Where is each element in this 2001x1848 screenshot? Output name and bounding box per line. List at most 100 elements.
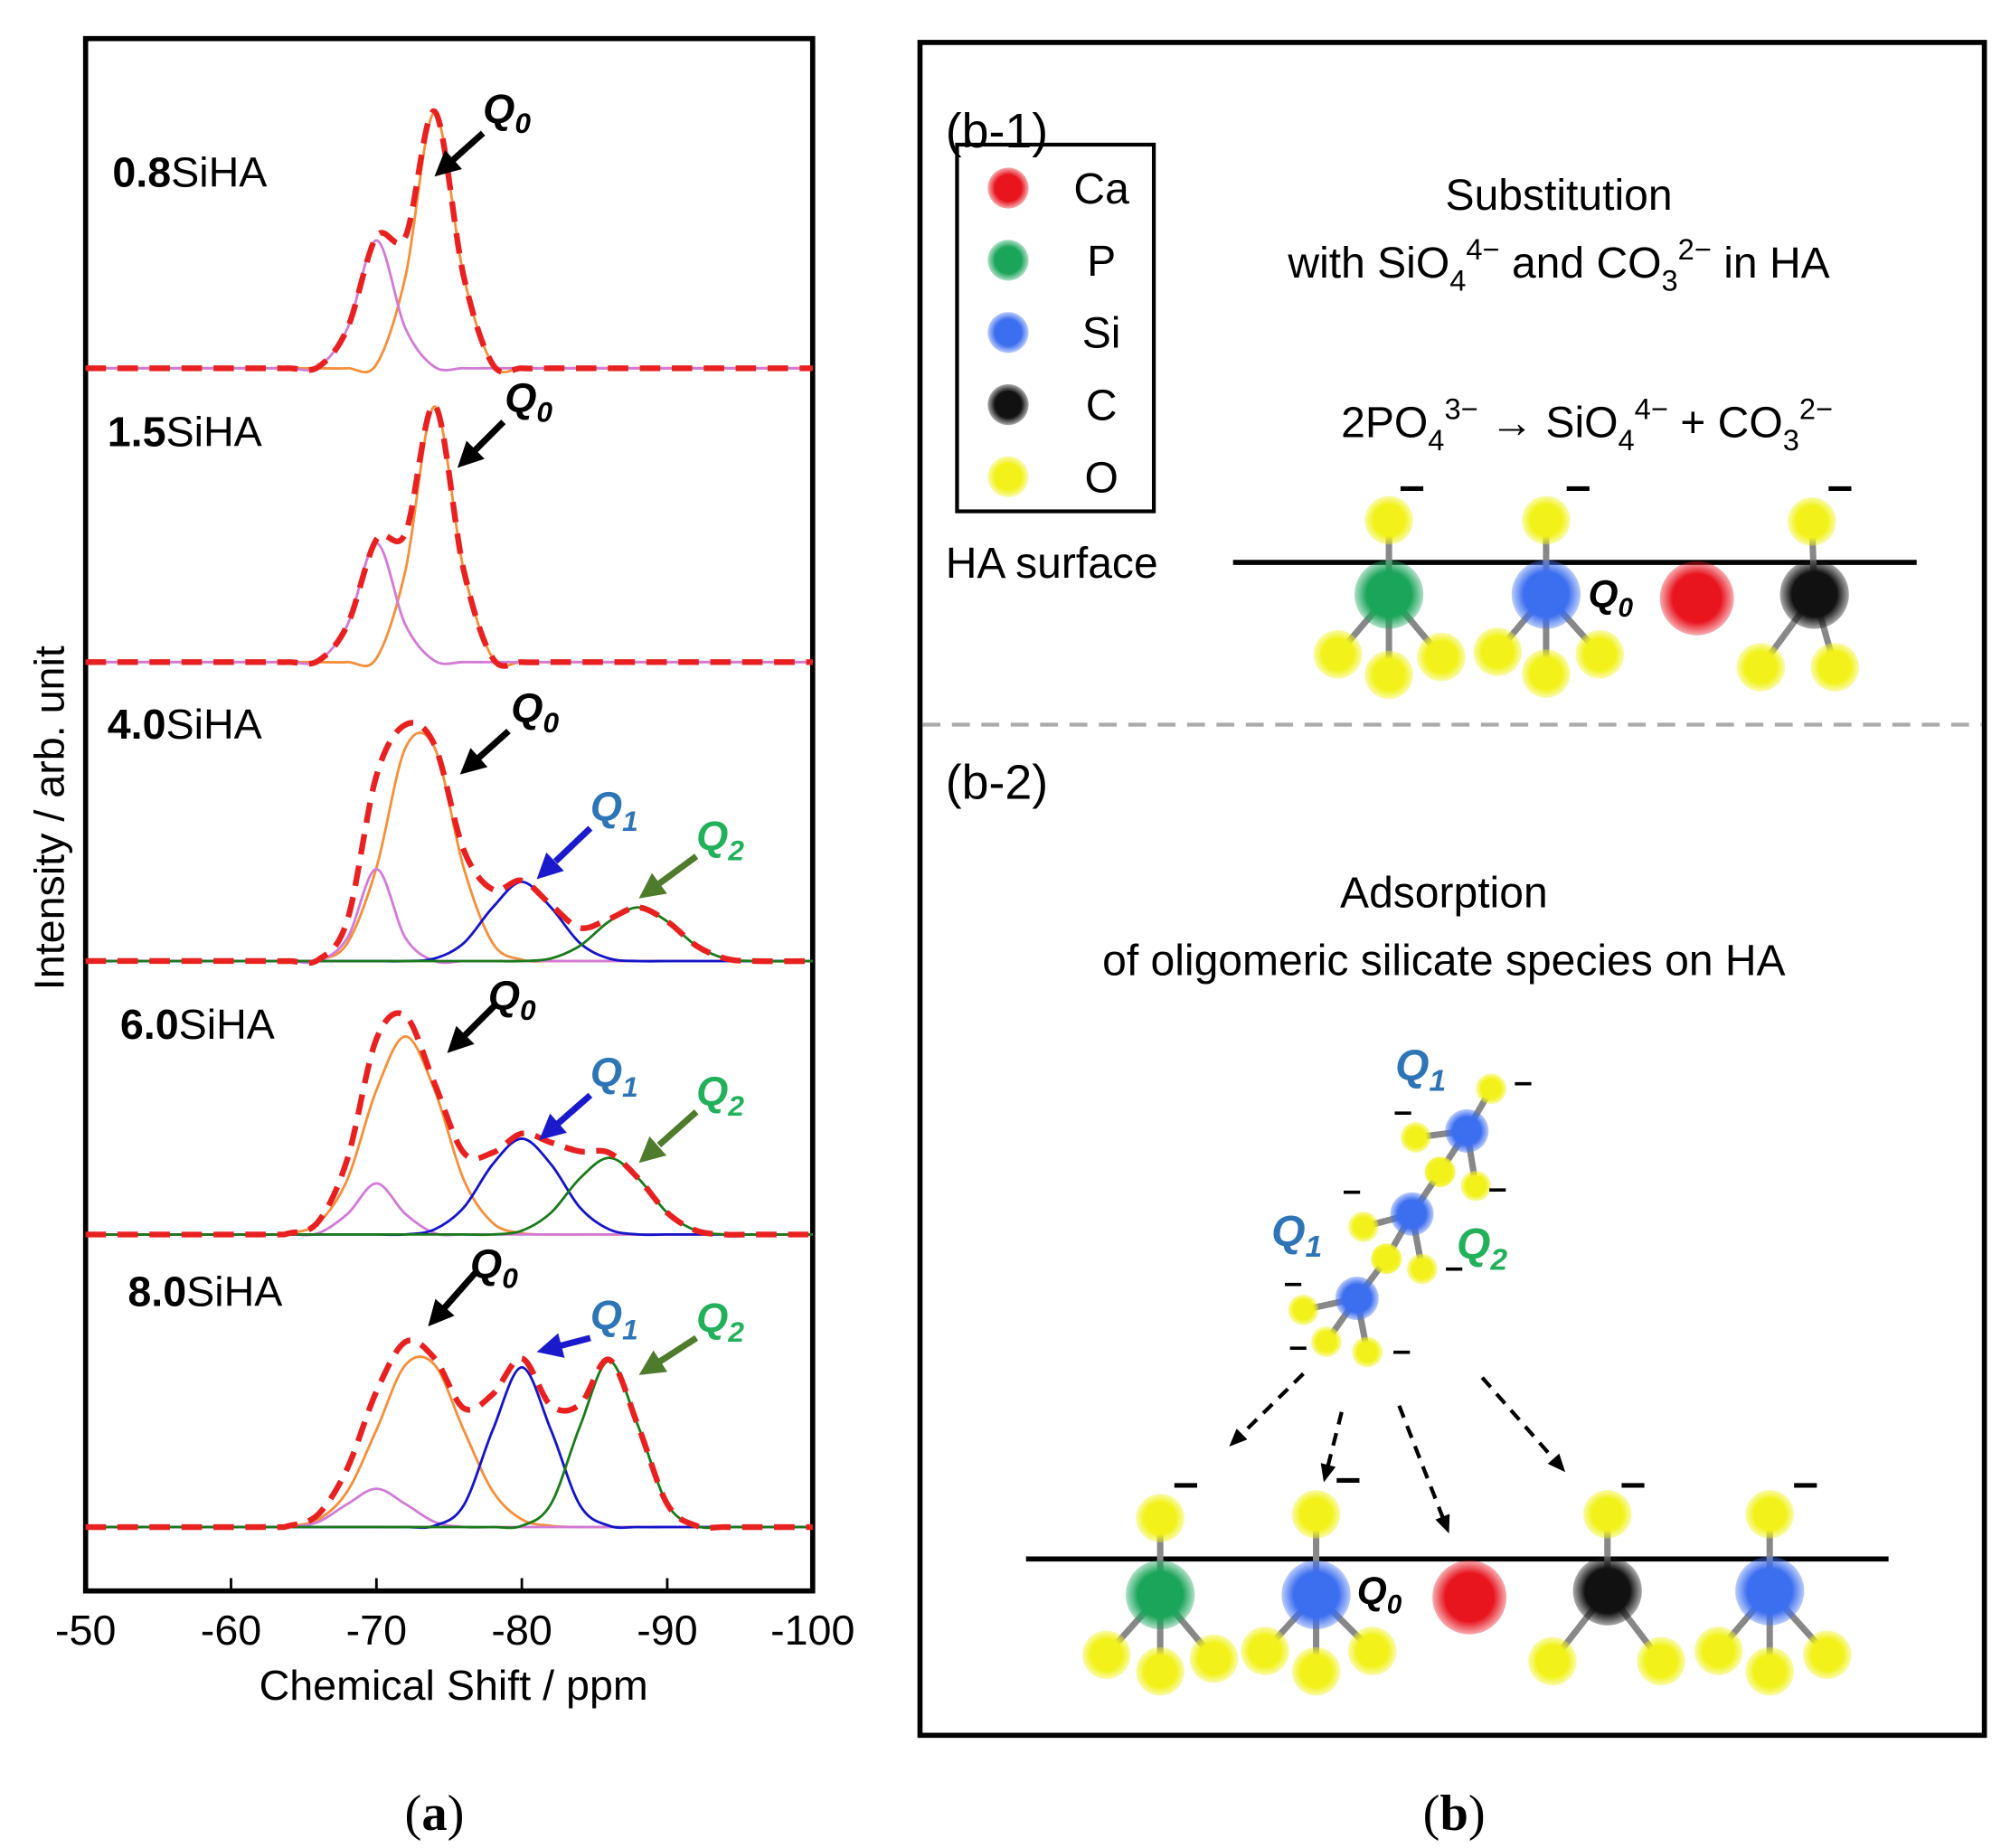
script-text: 3−: [1444, 391, 1477, 425]
dashed-arrow: [1480, 1376, 1561, 1466]
charge-sign: –: [1514, 1063, 1532, 1100]
q-label: Q0: [1357, 1570, 1402, 1620]
q-subscript: 0: [1619, 593, 1634, 623]
script-text: 4−: [1635, 391, 1668, 425]
sample-label: 0.8SiHA: [112, 149, 267, 196]
annotation-arrowhead: [638, 1350, 667, 1375]
atom: [1736, 643, 1786, 692]
annotation-arrow: [656, 1334, 699, 1365]
annotation-arrowhead: [536, 852, 564, 880]
text-run: 2PO: [1341, 400, 1428, 448]
section-label: (b-1): [946, 104, 1048, 158]
sample-label: 4.0SiHA: [108, 701, 262, 748]
atom: [1352, 1336, 1383, 1368]
caption-part: b: [1439, 1786, 1468, 1842]
q-letter: Q: [590, 1049, 622, 1095]
atom: [1788, 497, 1836, 546]
q-label: Q2: [696, 813, 744, 866]
x-tick-label: -60: [201, 1607, 261, 1654]
annotation-arrow: [442, 1270, 478, 1310]
q-subscript: 2: [1489, 1243, 1507, 1277]
atom: [987, 167, 1029, 209]
q-letter: Q: [1357, 1570, 1387, 1613]
q-letter: Q: [505, 374, 536, 420]
charge-sign: –: [1793, 1457, 1818, 1508]
atom: [1406, 1253, 1438, 1285]
atom: [987, 456, 1029, 498]
annotation-arrow: [475, 728, 511, 762]
sample-name: SiHA: [179, 1001, 275, 1048]
x-tick-label: -100: [770, 1607, 854, 1654]
atom: [1528, 1636, 1577, 1686]
q-letter: Q: [696, 813, 728, 859]
caption-part: a: [421, 1786, 447, 1842]
charge-sign: –: [1284, 1263, 1302, 1300]
sample-name: SiHA: [166, 701, 262, 748]
charge-sign: –: [1399, 459, 1424, 511]
charge-sign: –: [1445, 1248, 1463, 1285]
atom: [1582, 1490, 1632, 1539]
atom: [1291, 1490, 1341, 1539]
rich-text: 2PO43− → SiO44− + CO32−: [1341, 391, 1833, 457]
x-tick-label: -90: [637, 1607, 697, 1654]
annotation-arrowhead: [539, 1113, 567, 1140]
q-subscript: 0: [520, 994, 536, 1026]
atom: [1460, 1170, 1492, 1202]
charge-sign: –: [1289, 1327, 1307, 1364]
x-tick-label: -80: [491, 1607, 552, 1654]
sample-ratio: 8.0: [127, 1268, 186, 1315]
q-subscript: 2: [727, 1089, 744, 1122]
panel-caption: (a): [405, 1786, 465, 1842]
sample-name: SiHA: [186, 1268, 282, 1315]
atom: [1745, 1646, 1795, 1696]
q-letter: Q: [590, 1292, 622, 1338]
atom: [1136, 1646, 1185, 1696]
charge-sign: –: [1343, 1172, 1361, 1209]
q-label: Q1: [1271, 1208, 1322, 1264]
charge-sign: –: [1565, 459, 1590, 511]
q-letter: Q: [470, 1240, 502, 1287]
atom: [1473, 627, 1523, 676]
y-axis-label: Intensity / arb. unit: [26, 646, 73, 990]
charge-sign: –: [1393, 1092, 1411, 1129]
text-run: Substitution: [1446, 172, 1673, 220]
atom: [1637, 1636, 1685, 1686]
x-axis-label: Chemical Shift / ppm: [260, 1662, 648, 1709]
atom: [1390, 1192, 1434, 1236]
atom: [1313, 629, 1363, 679]
surface-label: HA surface: [946, 540, 1158, 588]
rich-text: Substitution: [1446, 172, 1673, 220]
atom: [1335, 1277, 1379, 1321]
atom: [1400, 1122, 1431, 1153]
script-text: 4: [1449, 263, 1466, 297]
q-letter: Q: [696, 1069, 728, 1115]
annotation-arrowhead: [536, 1333, 565, 1358]
q-subscript: 0: [1387, 1589, 1402, 1619]
atom: [1445, 1108, 1489, 1153]
annotation-arrow: [471, 420, 506, 455]
annotation-arrow: [448, 130, 486, 165]
q-letter: Q: [1457, 1221, 1490, 1268]
sample-label: 1.5SiHA: [108, 408, 262, 455]
plot-frame: [82, 35, 816, 1594]
atom: [1522, 495, 1571, 545]
text-run: + CO: [1668, 400, 1783, 448]
q-subscript: 1: [622, 1313, 638, 1345]
q-subscript: 0: [543, 706, 559, 739]
text-run: of oligomeric silicate species on HA: [1102, 938, 1785, 985]
charge-sign: –: [1173, 1457, 1198, 1508]
q-label: Q1: [590, 784, 638, 837]
rich-text: Adsorption: [1340, 870, 1548, 918]
caption-part: ): [448, 1786, 465, 1842]
atom: [1802, 1630, 1852, 1680]
q-letter: Q: [1589, 573, 1619, 617]
q-subscript: 0: [536, 396, 552, 429]
text-run: Adsorption: [1340, 870, 1548, 918]
q-label: Q1: [1395, 1042, 1446, 1098]
atom: [987, 383, 1029, 426]
script-text: 3: [1662, 263, 1678, 297]
atom: [1522, 649, 1571, 698]
